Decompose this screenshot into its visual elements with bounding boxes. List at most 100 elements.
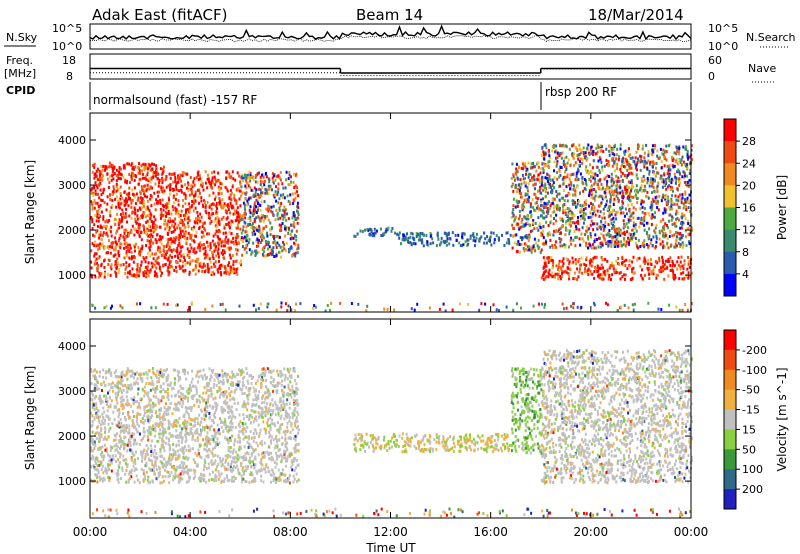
scatter-cell — [471, 233, 474, 237]
scatter-cell — [206, 253, 209, 257]
scatter-cell — [247, 241, 250, 245]
scatter-cell — [259, 235, 262, 239]
scatter-cell — [175, 304, 177, 308]
scatter-cell — [671, 159, 674, 163]
scatter-cell — [230, 222, 232, 226]
scatter-cell — [105, 165, 108, 169]
scatter-cell — [687, 260, 690, 264]
scatter-cell — [188, 193, 191, 197]
scatter-cell — [228, 272, 231, 276]
scatter-cell — [608, 239, 611, 243]
scatter-cell — [229, 193, 232, 197]
scatter-cell — [385, 227, 388, 231]
scatter-cell — [282, 186, 285, 190]
scatter-cell — [129, 181, 131, 184]
scatter-cell — [649, 160, 652, 164]
scatter-cell — [99, 225, 102, 229]
scatter-cell — [634, 207, 637, 211]
scatter-cell — [540, 234, 543, 237]
scatter-cell — [559, 216, 562, 220]
scatter-cell — [98, 475, 101, 479]
scatter-cell — [503, 244, 506, 247]
scatter-cell — [217, 252, 220, 256]
scatter-cell — [184, 193, 187, 197]
scatter-cell — [151, 186, 153, 190]
scatter-cell — [664, 197, 667, 201]
scatter-cell — [549, 245, 552, 249]
scatter-cell — [269, 209, 272, 213]
scatter-cell — [211, 253, 214, 257]
scatter-cell — [544, 176, 547, 180]
scatter-cell — [244, 208, 247, 212]
scatter-cell — [167, 196, 170, 200]
scatter-cell — [252, 208, 255, 212]
scatter-cell — [204, 246, 207, 250]
scatter-cell — [279, 178, 282, 182]
scatter-cell — [103, 275, 106, 279]
scatter-cell — [660, 174, 663, 178]
scatter-cell — [593, 238, 596, 242]
scatter-cell — [202, 262, 205, 266]
scatter-cell — [648, 234, 651, 238]
scatter-cell — [552, 233, 555, 237]
scatter-cell — [687, 226, 690, 230]
scatter-cell — [650, 208, 653, 212]
scatter-cell — [616, 244, 619, 248]
scatter-cell — [91, 218, 94, 222]
scatter-cell — [226, 216, 229, 220]
scatter-cell — [217, 255, 220, 259]
scatter-cell — [229, 428, 232, 432]
scatter-cell — [558, 192, 561, 196]
scatter-cell — [650, 270, 653, 273]
y-tick-label: 2000 — [58, 224, 86, 237]
scatter-cell — [288, 452, 291, 456]
scatter-cell — [184, 263, 187, 267]
scatter-cell — [244, 184, 247, 188]
scatter-cell — [664, 231, 667, 235]
scatter-cell — [287, 177, 290, 181]
scatter-cell — [574, 193, 577, 197]
scatter-cell — [593, 276, 596, 280]
scatter-cell — [227, 241, 230, 245]
scatter-cell — [501, 233, 503, 237]
scatter-cell — [232, 260, 235, 264]
scatter-cell — [561, 259, 564, 263]
scatter-cell — [149, 212, 152, 216]
scatter-cell — [622, 243, 625, 247]
scatter-cell — [117, 270, 120, 274]
scatter-cell — [122, 263, 125, 267]
scatter-cell — [107, 165, 110, 169]
scatter-cell — [142, 478, 145, 482]
scatter-cell — [579, 215, 582, 218]
scatter-cell — [638, 188, 641, 192]
scatter-cell — [643, 189, 646, 193]
scatter-cell — [646, 266, 649, 270]
scatter-cell — [553, 217, 555, 220]
scatter-cell — [168, 248, 171, 252]
scatter-cell — [109, 448, 112, 452]
scatter-cell — [446, 233, 449, 237]
scatter-cell — [610, 222, 613, 225]
scatter-cell — [112, 177, 115, 181]
scatter-cell — [595, 238, 598, 241]
scatter-cell — [641, 199, 644, 203]
scatter-cell — [227, 221, 230, 225]
scatter-cell — [239, 204, 242, 208]
scatter-cell — [671, 201, 674, 204]
scatter-cell — [627, 203, 630, 207]
scatter-cell — [675, 224, 678, 228]
scatter-cell — [676, 150, 678, 154]
scatter-cell — [245, 367, 248, 371]
scatter-cell — [615, 238, 618, 242]
scatter-cell — [146, 183, 149, 187]
scatter-cell — [282, 407, 285, 411]
scatter-cell — [667, 167, 670, 171]
scatter-cell — [611, 264, 614, 268]
scatter-cell — [128, 263, 131, 267]
scatter-cell — [137, 274, 140, 278]
scatter-cell — [204, 204, 207, 207]
scatter-cell — [627, 220, 630, 224]
scatter-cell — [544, 303, 546, 307]
scatter-cell — [684, 217, 687, 221]
scatter-cell — [594, 177, 596, 181]
